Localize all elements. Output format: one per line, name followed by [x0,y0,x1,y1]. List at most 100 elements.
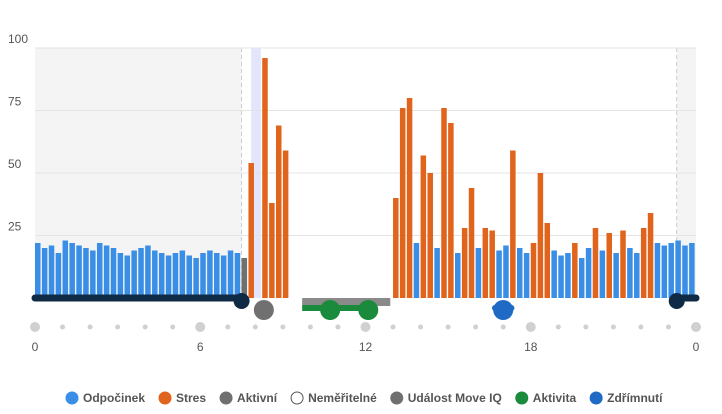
y-tick-label: 25 [8,220,22,234]
bar [413,243,420,298]
bar [262,58,268,298]
bar [668,243,674,298]
bar [461,228,468,298]
bar [234,253,241,298]
x-dot [583,324,589,330]
bar [530,243,537,298]
legend-label: Aktivní [237,391,278,405]
x-dot [60,324,66,330]
bar [69,243,75,298]
x-tick-label: 18 [524,340,538,354]
bar [48,245,55,298]
x-dot [473,324,479,330]
x-dot [665,324,671,330]
bar [124,255,131,298]
bar [76,245,82,298]
legend-label: Zdřímnutí [607,391,663,405]
bar [393,198,399,298]
bar [179,250,186,298]
legend-label: Aktivita [533,391,577,405]
legend-label: Neměřitelné [308,391,377,405]
bar [606,233,612,298]
bar [145,245,151,298]
x-tick [30,322,40,332]
bar [103,245,110,298]
bar [83,248,89,298]
x-dot [87,324,93,330]
x-dot [390,324,396,330]
bar [35,243,41,298]
legend-swatch [589,391,603,405]
x-dot [170,324,176,330]
x-dot [225,324,231,330]
bar [544,223,551,298]
bar [110,248,117,298]
legend-swatch [515,391,529,405]
bar [523,253,530,298]
x-tick-label: 0 [32,340,39,354]
bar [152,250,158,298]
legend-swatch [158,391,172,405]
bar [661,245,668,298]
bar [482,228,489,298]
bar [434,248,440,298]
legend-swatch [390,391,404,405]
x-dot [500,324,506,330]
bar [282,150,289,298]
x-tick-label: 6 [197,340,204,354]
bar [420,155,427,298]
bar [682,245,688,298]
bar [55,253,62,298]
y-tick-label: 50 [8,157,22,171]
bar [62,240,69,298]
x-dot [335,324,341,330]
bar [592,228,599,298]
sleep-icon [668,293,685,309]
bar [640,228,647,298]
y-tick-label: 100 [8,32,28,46]
bar [654,243,661,298]
bar [220,255,227,298]
bar [558,255,564,298]
bar [613,253,619,298]
bar [200,253,206,298]
bar [96,243,103,298]
bar [41,248,48,298]
bar [620,230,626,298]
move-iq-icon [253,300,274,320]
sleep-icon [233,293,250,309]
bar [496,250,502,298]
legend-swatch [65,391,79,405]
bar [551,250,557,298]
bar [510,150,516,298]
bar [138,248,144,298]
x-tick [195,322,206,332]
bar [585,248,592,298]
bar [90,250,96,298]
bar [455,253,461,298]
bar [572,243,578,298]
bar [227,250,234,298]
bar [131,250,137,298]
bar [165,255,172,298]
bar [399,108,406,298]
bar [448,123,454,298]
legend-label: Stres [176,391,206,405]
bar [634,253,640,298]
bar [214,253,220,298]
x-dot [252,324,258,330]
legend-label: Událost Move IQ [408,391,502,405]
nap-icon [493,300,514,320]
bar [117,253,124,298]
bar [675,240,681,298]
bar [489,230,495,298]
move-iq-band [302,298,391,306]
legend-label: Odpočinek [83,391,145,405]
bar [689,243,695,298]
x-dot [445,324,451,330]
bar [516,248,523,298]
bar [248,163,254,298]
bar [186,255,192,298]
y-tick-label: 75 [8,95,22,109]
x-dot [610,324,616,330]
